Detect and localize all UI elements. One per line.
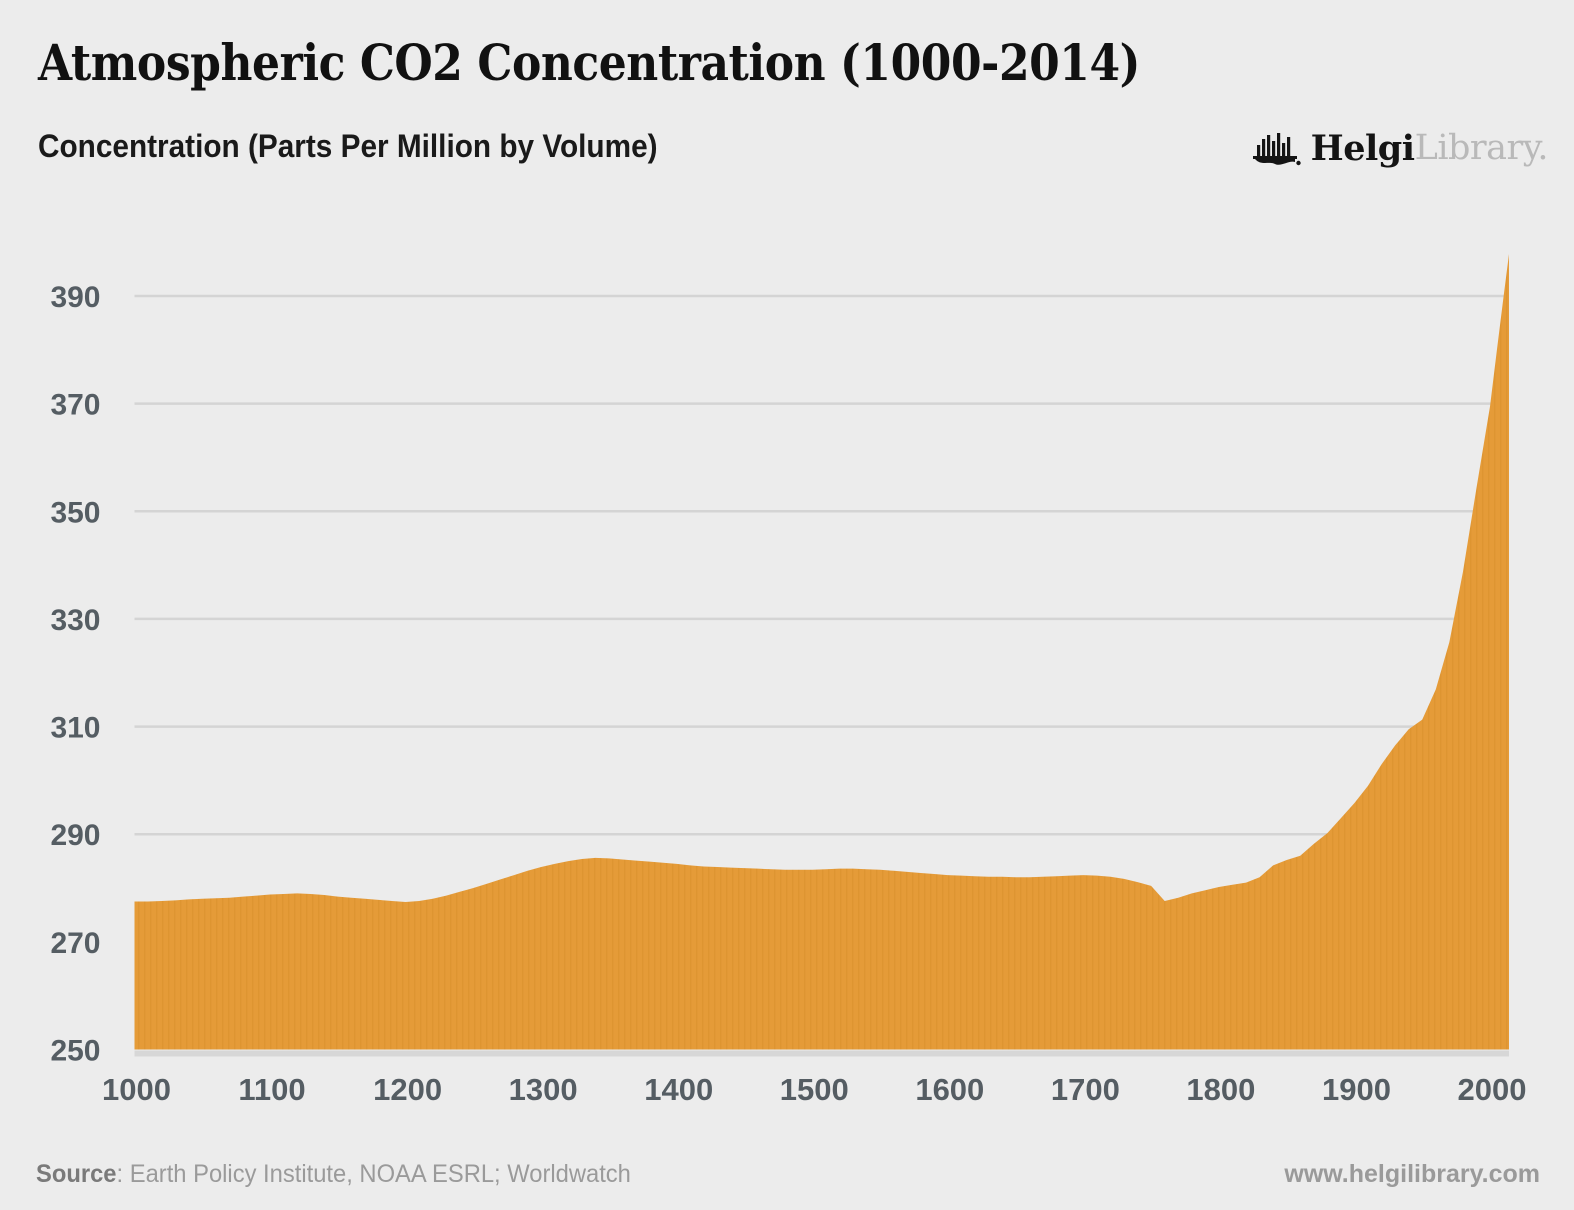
x-axis-tick-label: 1400 [644, 1072, 713, 1107]
chart-header: Atmospheric CO2 Concentration (1000-2014… [0, 0, 1574, 215]
source-value: Earth Policy Institute, NOAA ESRL; World… [129, 1160, 631, 1188]
y-axis-tick-label: 310 [50, 712, 100, 745]
x-axis-tick-label: 1500 [780, 1072, 849, 1107]
logo-text-helgi: Helgi [1310, 127, 1415, 169]
y-axis-tick-label: 250 [50, 1035, 100, 1068]
y-axis-tick-label: 270 [50, 927, 100, 960]
x-axis-tick-label: 1900 [1322, 1072, 1391, 1107]
y-axis-tick-labels: 250 270 290 310 330 350 370 390 [50, 281, 100, 1068]
helgi-bar-chart-mark [1252, 133, 1301, 166]
x-axis-tick-label: 1800 [1186, 1072, 1255, 1107]
y-axis-tick-label: 350 [50, 496, 100, 529]
x-axis-tick-label: 2000 [1458, 1072, 1527, 1107]
y-axis-tick-label: 390 [50, 281, 100, 314]
source-label: Source [36, 1160, 117, 1188]
chart-footer: Source: Earth Policy Institute, NOAA ESR… [0, 1136, 1574, 1210]
x-axis-tick-labels: 1000 1100 1200 1300 1400 1500 1600 1700 1800 1900… [102, 1072, 1526, 1107]
chart-gridlines [134, 294, 1509, 944]
x-axis-tick-label: 1000 [102, 1072, 171, 1107]
source-separator: : [116, 1160, 130, 1188]
x-axis-tick-label: 1100 [238, 1072, 305, 1107]
helgi-library-logo[interactable]: Helgi Library. [1251, 124, 1549, 172]
co2-series-area[interactable] [134, 254, 1510, 1050]
page-title: Atmospheric CO2 Concentration (1000-2014… [38, 33, 1141, 92]
y-axis-tick-label: 370 [50, 389, 100, 422]
website-url[interactable]: www.helgilibrary.com [1284, 1160, 1540, 1188]
y-axis-tick-label: 290 [50, 819, 100, 852]
x-axis-tick-label: 1200 [373, 1072, 442, 1107]
logo-text-library: Library. [1414, 128, 1549, 168]
x-axis-tick-label: 1300 [509, 1072, 578, 1107]
source-line: Source: Earth Policy Institute, NOAA ESR… [36, 1160, 631, 1189]
chart-subtitle: Concentration (Parts Per Million by Volu… [38, 128, 658, 164]
x-axis-tick-label: 1600 [915, 1072, 984, 1107]
x-axis-tick-label: 1700 [1051, 1072, 1120, 1107]
y-axis-tick-label: 330 [50, 604, 100, 637]
